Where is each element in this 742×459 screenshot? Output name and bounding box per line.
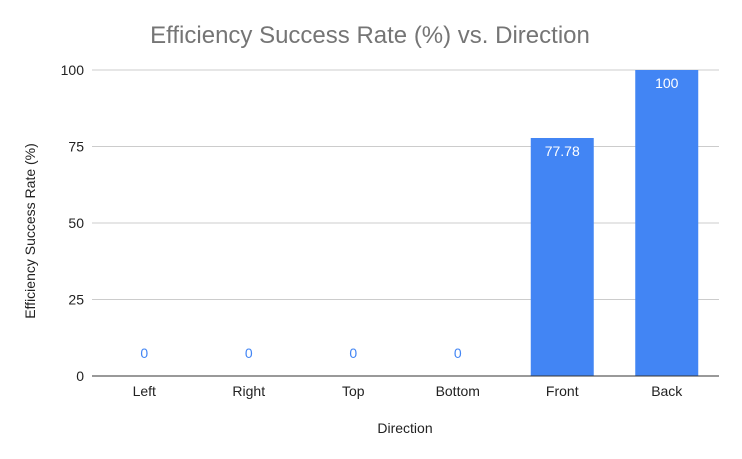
- x-tick-label: Bottom: [436, 383, 480, 399]
- data-label: 0: [454, 345, 462, 361]
- chart-title: Efficiency Success Rate (%) vs. Directio…: [150, 22, 590, 49]
- y-tick-label: 50: [68, 215, 84, 231]
- x-axis-title: Direction: [377, 420, 432, 436]
- data-label: 0: [349, 345, 357, 361]
- y-tick-label: 100: [61, 62, 85, 78]
- y-axis-ticks: 0 25 50 75 100: [61, 62, 85, 384]
- bar: [530, 137, 594, 376]
- x-tick-label: Left: [133, 383, 156, 399]
- y-tick-label: 75: [68, 139, 84, 155]
- data-label: 77.78: [545, 143, 580, 159]
- data-label: 0: [245, 345, 253, 361]
- y-tick-label: 0: [76, 368, 84, 384]
- gridlines: [92, 69, 719, 300]
- x-tick-label: Right: [232, 383, 265, 399]
- x-axis-ticks: Left Right Top Bottom Front Back: [133, 383, 684, 399]
- x-tick-label: Back: [651, 383, 683, 399]
- data-labels: 0 0 0 0 77.78 100: [140, 75, 678, 361]
- x-tick-label: Front: [546, 383, 579, 399]
- x-tick-label: Top: [342, 383, 365, 399]
- bar: [635, 70, 699, 376]
- data-label: 100: [655, 75, 679, 91]
- y-axis-title: Efficiency Success Rate (%): [22, 143, 38, 319]
- data-label: 0: [140, 345, 148, 361]
- y-tick-label: 25: [68, 292, 84, 308]
- bars: [530, 70, 699, 376]
